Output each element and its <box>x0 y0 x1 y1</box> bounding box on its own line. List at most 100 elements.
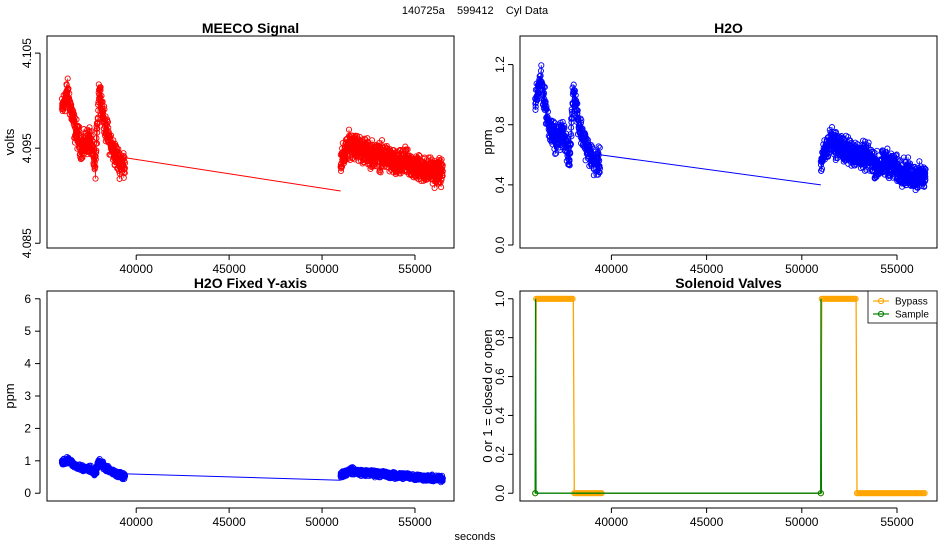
data-point <box>824 153 832 160</box>
data-point <box>438 184 445 191</box>
legend: Bypass Sample <box>867 290 938 324</box>
data-point <box>578 117 585 124</box>
plot-frame <box>519 35 938 249</box>
chart-title: H2O Fixed Y-axis <box>194 275 308 291</box>
x-tick-label: 55000 <box>880 515 914 529</box>
y-tick-label: 5 <box>24 324 31 338</box>
y-tick-label: 0.0 <box>493 236 507 253</box>
data-point <box>428 156 435 163</box>
data-point <box>574 107 581 114</box>
plot-frame <box>519 290 938 502</box>
y-tick-label: 0.4 <box>493 407 507 424</box>
data-point <box>567 150 574 157</box>
data-point <box>559 118 566 125</box>
x-tick-label: 50000 <box>785 262 819 276</box>
data-point <box>110 137 117 144</box>
data-point <box>552 150 559 158</box>
series-bypass <box>532 295 928 497</box>
panel-solenoid-valves: Solenoid Valves 0 or 1 = closed or open 40… <box>480 275 938 529</box>
data-point <box>818 165 826 172</box>
data-point <box>345 126 353 133</box>
x-tick-label: 40000 <box>595 515 629 529</box>
data-point <box>439 477 446 484</box>
data-point <box>905 154 912 161</box>
data-point <box>921 165 929 172</box>
data-point <box>116 150 123 157</box>
y-axis-label: ppm <box>480 129 495 154</box>
data-point <box>404 146 411 153</box>
data-point <box>532 106 539 113</box>
gap-connector-line <box>124 157 341 192</box>
data-point <box>106 133 114 140</box>
data-point <box>922 176 929 183</box>
data-point <box>864 142 871 149</box>
data-point <box>570 86 578 93</box>
data-point <box>852 295 859 302</box>
data-point <box>431 184 438 192</box>
data-point <box>574 100 581 107</box>
data-point <box>896 158 903 165</box>
data-point <box>73 116 80 123</box>
x-tick-label: 55000 <box>398 262 432 276</box>
x-tick-label: 40000 <box>120 262 154 276</box>
data-point <box>893 151 900 158</box>
data-point <box>595 143 602 150</box>
x-tick-label: 45000 <box>212 515 246 529</box>
data-point <box>94 129 101 136</box>
y-tick-label: 0.8 <box>493 116 507 133</box>
data-point <box>120 150 127 157</box>
data-point <box>596 165 604 172</box>
data-point <box>77 156 84 163</box>
suptitle: 140725a 599412 Cyl Data <box>401 5 549 17</box>
y-tick-label: 0 <box>24 486 31 500</box>
data-point <box>922 173 929 180</box>
panel-meeco-signal: MEECO Signal volts 40000 45000 50000 55000 4.0… <box>2 20 455 276</box>
legend-label: Sample <box>895 310 929 321</box>
data-point <box>98 92 105 99</box>
data-point <box>584 136 591 144</box>
data-point <box>71 139 79 146</box>
data-point <box>439 162 446 169</box>
y-tick-label: 0.8 <box>493 329 507 346</box>
series-sample <box>532 298 824 497</box>
data-point <box>121 169 128 176</box>
gap-connector-line <box>599 154 821 186</box>
data-point <box>817 490 824 497</box>
data-point <box>438 160 445 168</box>
y-tick-label: 4.095 <box>20 133 34 163</box>
panel-h2o: H2O ppm 40000 45000 50000 55000 0.0 0.4 0.8 1.2 <box>480 20 938 276</box>
data-point <box>596 169 603 176</box>
data-point <box>922 170 929 177</box>
data-point <box>884 145 891 152</box>
data-point <box>596 162 603 169</box>
data-point <box>93 140 101 147</box>
y-axis-label: volts <box>2 128 17 155</box>
data-point <box>105 124 112 131</box>
data-point <box>92 163 99 170</box>
global-xlabel: seconds <box>454 531 496 543</box>
step-line <box>534 298 926 494</box>
data-point <box>68 101 75 108</box>
data-point <box>589 143 596 150</box>
x-tick-label: 40000 <box>120 515 154 529</box>
chart-title: H2O <box>714 20 743 36</box>
data-point <box>922 166 929 173</box>
legend-label: Bypass <box>895 297 928 308</box>
data-point <box>561 124 568 132</box>
series <box>58 75 446 192</box>
y-tick-label: 4.105 <box>20 38 34 68</box>
y-tick-label: 4.085 <box>20 228 34 258</box>
legend-marker <box>877 297 885 305</box>
x-tick-label: 55000 <box>398 515 432 529</box>
data-point <box>540 90 548 97</box>
data-point <box>538 62 545 69</box>
data-point <box>567 141 574 148</box>
data-point <box>832 156 839 164</box>
y-tick-label: 1 <box>24 454 31 468</box>
data-point <box>101 103 108 110</box>
gap-connector-line <box>125 473 341 481</box>
data-point <box>851 162 858 169</box>
data-point <box>590 172 597 179</box>
data-point <box>553 150 560 157</box>
data-point <box>550 118 557 125</box>
